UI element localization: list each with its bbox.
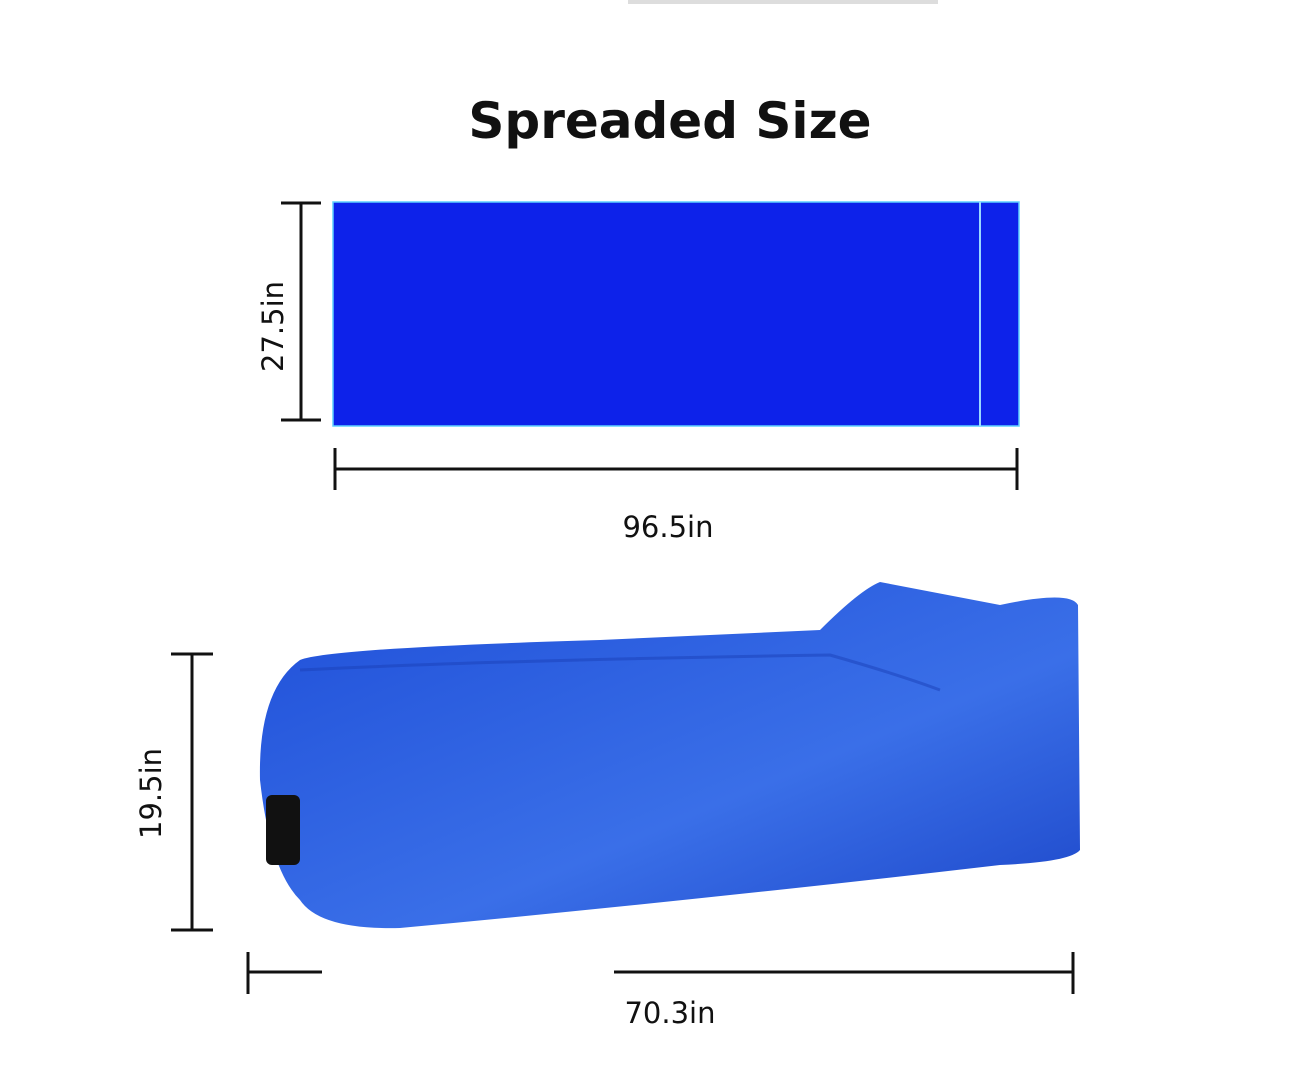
air-sofa bbox=[259, 582, 1081, 929]
seated-height-label: 19.5in bbox=[134, 747, 168, 839]
page-title: Spreaded Size bbox=[468, 92, 872, 150]
seated-length-label: 70.3in bbox=[624, 996, 716, 1030]
spread-mat bbox=[332, 201, 1020, 427]
top-divider bbox=[628, 0, 938, 4]
spread-height-label: 27.5in bbox=[256, 280, 290, 372]
dimension-lines bbox=[171, 201, 1075, 994]
spread-length-label: 96.5in bbox=[622, 510, 714, 544]
